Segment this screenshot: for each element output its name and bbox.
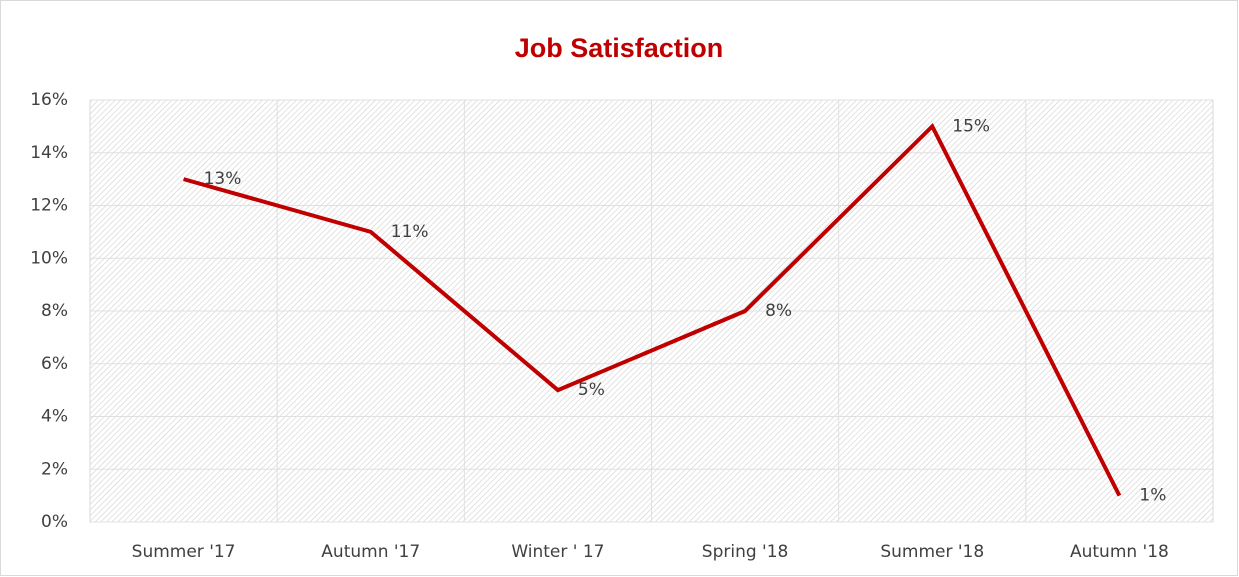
y-tick-label: 14% — [30, 143, 68, 163]
y-tick-label: 4% — [41, 407, 68, 427]
data-label: 11% — [391, 222, 429, 242]
x-tick-label: Autumn '18 — [1070, 542, 1169, 562]
x-tick-label: Summer '17 — [132, 542, 236, 562]
y-tick-label: 10% — [30, 248, 68, 268]
data-label: 1% — [1139, 486, 1166, 506]
y-tick-label: 2% — [41, 459, 68, 479]
x-tick-label: Autumn '17 — [321, 542, 420, 562]
line — [183, 123, 1122, 497]
chart-title: Job Satisfaction — [515, 33, 724, 63]
data-label: 8% — [765, 301, 792, 321]
x-tick-label: Summer '18 — [880, 542, 984, 562]
y-tick-label: 6% — [41, 354, 68, 374]
x-tick-label: Winter ' 17 — [511, 542, 604, 562]
y-tick-label: 16% — [30, 90, 68, 110]
data-label: 13% — [204, 169, 242, 189]
data-label: 15% — [952, 116, 990, 136]
data-label: 5% — [578, 380, 605, 400]
y-tick-label: 0% — [41, 512, 68, 532]
x-tick-label: Spring '18 — [702, 542, 789, 562]
y-tick-label: 8% — [41, 301, 68, 321]
y-tick-label: 12% — [30, 196, 68, 216]
